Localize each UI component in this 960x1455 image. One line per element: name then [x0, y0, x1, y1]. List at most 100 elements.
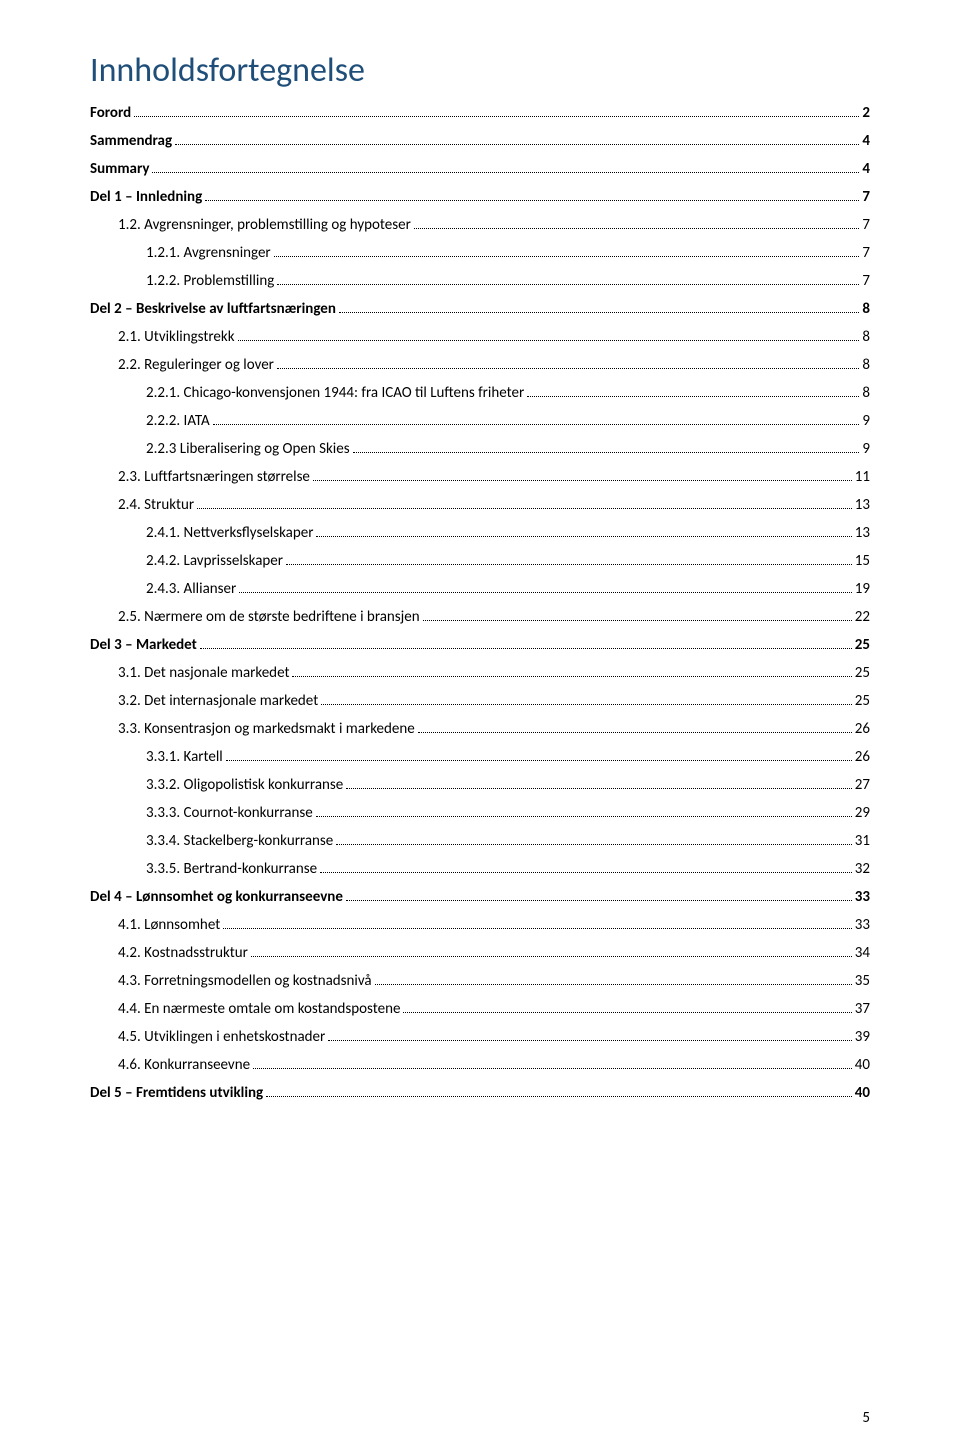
- toc-entry-page: 2: [862, 101, 870, 125]
- toc-leader: [286, 564, 852, 565]
- toc-entry-page: 7: [862, 185, 870, 209]
- toc-entry-label: Del 4 – Lønnsomhet og konkurranseevne: [90, 885, 343, 909]
- toc-entry: 4.3. Forretningsmodellen og kostnadsnivå…: [90, 969, 870, 993]
- toc-entry-label: 1.2. Avgrensninger, problemstilling og h…: [118, 213, 411, 237]
- toc-entry-page: 19: [855, 577, 870, 601]
- table-of-contents: Forord 2 Sammendrag4 Summary 4 Del 1 – Innled…: [90, 101, 870, 1105]
- toc-entry-page: 7: [862, 241, 870, 265]
- toc-entry: Forord 2: [90, 101, 870, 125]
- toc-entry: Del 4 – Lønnsomhet og konkurranseevne 33: [90, 885, 870, 909]
- toc-entry-label: 2.2.3 Liberalisering og Open Skies: [146, 437, 350, 461]
- toc-entry-label: 4.1. Lønnsomhet: [118, 913, 220, 937]
- toc-entry: 2.2. Reguleringer og lover 8: [90, 353, 870, 377]
- toc-entry: 2.4.3. Allianser19: [90, 577, 870, 601]
- toc-entry: 2.1. Utviklingstrekk8: [90, 325, 870, 349]
- toc-entry-label: Del 3 – Markedet: [90, 633, 197, 657]
- toc-entry: 2.2.2. IATA9: [90, 409, 870, 433]
- toc-entry-page: 13: [855, 493, 870, 517]
- toc-entry-label: 3.3.4. Stackelberg-konkurranse: [146, 829, 333, 853]
- toc-entry-label: 3.3.2. Oligopolistisk konkurranse: [146, 773, 343, 797]
- toc-entry-label: 2.2. Reguleringer og lover: [118, 353, 274, 377]
- toc-entry: 3.3. Konsentrasjon og markedsmakt i mark…: [90, 717, 870, 741]
- toc-entry-label: 2.4.2. Lavprisselskaper: [146, 549, 283, 573]
- toc-leader: [200, 648, 852, 649]
- toc-entry-page: 37: [855, 997, 870, 1021]
- toc-entry: 3.3.1. Kartell26: [90, 745, 870, 769]
- toc-entry-page: 29: [855, 801, 870, 825]
- toc-entry-label: Del 5 – Fremtidens utvikling: [90, 1081, 263, 1105]
- toc-entry: Del 1 – Innledning7: [90, 185, 870, 209]
- toc-entry: Sammendrag4: [90, 129, 870, 153]
- toc-entry-page: 35: [855, 969, 870, 993]
- toc-entry-page: 8: [862, 297, 870, 321]
- toc-entry: 3.3.3. Cournot-konkurranse 29: [90, 801, 870, 825]
- toc-entry: 4.2. Kostnadsstruktur34: [90, 941, 870, 965]
- toc-entry: 2.4.1. Nettverksflyselskaper13: [90, 521, 870, 545]
- toc-entry-page: 4: [862, 157, 870, 181]
- toc-entry-page: 26: [855, 745, 870, 769]
- toc-entry-page: 7: [862, 213, 870, 237]
- toc-entry-label: 4.5. Utviklingen i enhetskostnader: [118, 1025, 325, 1049]
- toc-entry: Summary 4: [90, 157, 870, 181]
- toc-entry-label: Summary: [90, 157, 149, 181]
- toc-entry: Del 3 – Markedet25: [90, 633, 870, 657]
- toc-entry-page: 39: [855, 1025, 870, 1049]
- toc-entry: 4.6. Konkurranseevne40: [90, 1053, 870, 1077]
- toc-entry-page: 8: [862, 325, 870, 349]
- toc-leader: [197, 508, 852, 509]
- toc-leader: [292, 676, 851, 677]
- toc-leader: [253, 1068, 852, 1069]
- toc-leader: [328, 1040, 852, 1041]
- toc-leader: [346, 788, 852, 789]
- toc-entry-page: 33: [855, 913, 870, 937]
- toc-entry: 2.2.3 Liberalisering og Open Skies9: [90, 437, 870, 461]
- toc-entry: Del 5 – Fremtidens utvikling40: [90, 1081, 870, 1105]
- toc-entry-label: 3.3. Konsentrasjon og markedsmakt i mark…: [118, 717, 415, 741]
- toc-entry: 3.3.4. Stackelberg-konkurranse31: [90, 829, 870, 853]
- toc-entry-label: 2.4. Struktur: [118, 493, 194, 517]
- toc-leader: [277, 284, 859, 285]
- toc-entry-label: 2.3. Luftfartsnæringen størrelse: [118, 465, 310, 489]
- toc-entry: 4.4. En nærmeste omtale om kostandsposte…: [90, 997, 870, 1021]
- toc-leader: [423, 620, 852, 621]
- toc-entry-label: 3.3.3. Cournot-konkurranse: [146, 801, 313, 825]
- toc-entry: 1.2.1. Avgrensninger7: [90, 241, 870, 265]
- toc-entry-label: Forord: [90, 101, 131, 125]
- toc-leader: [175, 144, 859, 145]
- toc-entry-label: 2.5. Nærmere om de største bedriftene i …: [118, 605, 420, 629]
- toc-entry-label: 3.3.5. Bertrand-konkurranse: [146, 857, 317, 881]
- toc-leader: [213, 424, 860, 425]
- toc-entry-label: 4.2. Kostnadsstruktur: [118, 941, 248, 965]
- toc-entry-page: 33: [855, 885, 870, 909]
- toc-entry: 3.3.5. Bertrand-konkurranse32: [90, 857, 870, 881]
- toc-leader: [277, 368, 859, 369]
- toc-entry-label: 4.3. Forretningsmodellen og kostnadsnivå: [118, 969, 372, 993]
- toc-leader: [320, 872, 852, 873]
- toc-leader: [346, 900, 852, 901]
- toc-entry-label: 4.6. Konkurranseevne: [118, 1053, 250, 1077]
- toc-entry-page: 27: [855, 773, 870, 797]
- toc-entry-label: 4.4. En nærmeste omtale om kostandsposte…: [118, 997, 400, 1021]
- toc-entry: 1.2. Avgrensninger, problemstilling og h…: [90, 213, 870, 237]
- toc-entry: 1.2.2. Problemstilling7: [90, 269, 870, 293]
- toc-leader: [223, 928, 852, 929]
- toc-entry-label: Sammendrag: [90, 129, 172, 153]
- toc-leader: [316, 816, 852, 817]
- toc-entry: 4.5. Utviklingen i enhetskostnader 39: [90, 1025, 870, 1049]
- toc-entry-page: 8: [862, 353, 870, 377]
- toc-leader: [527, 396, 859, 397]
- toc-entry-page: 25: [855, 661, 870, 685]
- toc-entry: 2.2.1. Chicago-konvensjonen 1944: fra IC…: [90, 381, 870, 405]
- toc-entry: 2.4.2. Lavprisselskaper15: [90, 549, 870, 573]
- toc-entry-label: 3.2. Det internasjonale markedet: [118, 689, 318, 713]
- toc-entry-label: 2.4.1. Nettverksflyselskaper: [146, 521, 313, 545]
- toc-leader: [336, 844, 852, 845]
- toc-leader: [266, 1096, 852, 1097]
- toc-entry-label: 3.1. Det nasjonale markedet: [118, 661, 289, 685]
- toc-entry-label: 1.2.2. Problemstilling: [146, 269, 274, 293]
- toc-leader: [134, 116, 859, 117]
- toc-leader: [353, 452, 860, 453]
- toc-entry: 3.2. Det internasjonale markedet25: [90, 689, 870, 713]
- toc-leader: [418, 732, 852, 733]
- toc-leader: [321, 704, 852, 705]
